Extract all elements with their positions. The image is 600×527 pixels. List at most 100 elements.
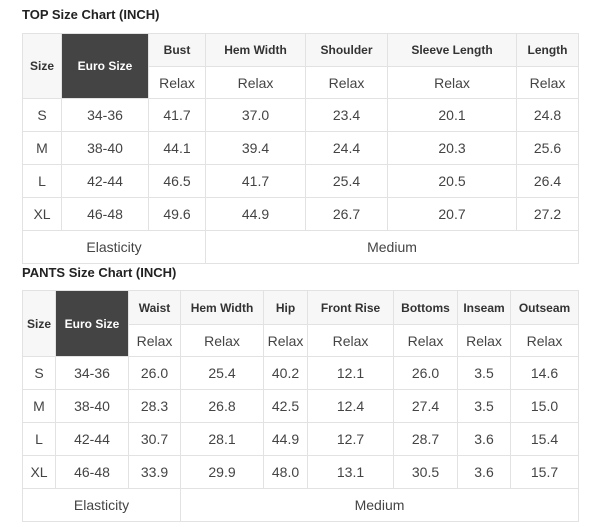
euro-size-header: Euro Size (55, 290, 129, 357)
pants-chart-title: PANTS Size Chart (INCH) (22, 265, 177, 280)
size-cell: L (22, 164, 62, 198)
measurement-cell: 25.4 (305, 164, 388, 198)
header-row: Size Euro Size Bust Hem Width Shoulder Sleeve… (22, 33, 579, 99)
euro-size-cell: 42-44 (61, 164, 149, 198)
measurement-cell: 24.8 (516, 98, 579, 132)
column-header: Outseam (510, 290, 579, 325)
measurement-cell: 25.4 (180, 356, 264, 390)
relax-subheader: Relax (457, 324, 511, 357)
elasticity-label: Elasticity (22, 230, 206, 264)
relax-subheader: Relax (305, 66, 388, 99)
measurement-cell: 3.6 (457, 422, 511, 456)
elasticity-value: Medium (180, 488, 579, 522)
measurement-cell: 23.4 (305, 98, 388, 132)
table-row: L 42-44 46.5 41.7 25.4 20.5 26.4 (22, 164, 579, 198)
relax-subheader: Relax (387, 66, 517, 99)
measurement-cell: 30.5 (393, 455, 458, 489)
relax-subheader: Relax (205, 66, 306, 99)
table-row: M 38-40 28.3 26.8 42.5 12.4 27.4 3.5 15.0 (22, 389, 579, 423)
relax-subheader: Relax (180, 324, 264, 357)
size-header: Size (22, 33, 62, 99)
measurement-cell: 12.7 (307, 422, 394, 456)
measurement-cell: 3.6 (457, 455, 511, 489)
footer-row: Elasticity Medium (22, 488, 579, 522)
measurement-cell: 26.4 (516, 164, 579, 198)
measurement-cell: 25.6 (516, 131, 579, 165)
relax-subheader: Relax (393, 324, 458, 357)
measurement-cell: 3.5 (457, 356, 511, 390)
measurement-cell: 15.0 (510, 389, 579, 423)
size-cell: S (22, 356, 56, 390)
measurement-cell: 30.7 (128, 422, 181, 456)
size-cell: M (22, 131, 62, 165)
relax-subheader: Relax (307, 324, 394, 357)
measurement-cell: 27.4 (393, 389, 458, 423)
relax-subheader: Relax (148, 66, 206, 99)
measurement-cell: 13.1 (307, 455, 394, 489)
measurement-cell: 28.1 (180, 422, 264, 456)
column-header: Sleeve Length (387, 33, 517, 67)
column-header: Inseam (457, 290, 511, 325)
measurement-cell: 44.9 (205, 197, 306, 231)
measurement-cell: 41.7 (205, 164, 306, 198)
measurement-cell: 20.3 (387, 131, 517, 165)
footer-row: Elasticity Medium (22, 230, 579, 264)
measurement-cell: 39.4 (205, 131, 306, 165)
column-header: Waist (128, 290, 181, 325)
measurement-cell: 44.1 (148, 131, 206, 165)
relax-subheader: Relax (128, 324, 181, 357)
column-header: Length (516, 33, 579, 67)
relax-subheader: Relax (516, 66, 579, 99)
elasticity-label: Elasticity (22, 488, 181, 522)
top-size-table: Size Euro Size Bust Hem Width Shoulder Sleeve… (22, 33, 579, 264)
size-cell: XL (22, 197, 62, 231)
measurement-cell: 20.7 (387, 197, 517, 231)
column-header: Bottoms (393, 290, 458, 325)
top-chart-title: TOP Size Chart (INCH) (22, 7, 160, 22)
table-row: S 34-36 26.0 25.4 40.2 12.1 26.0 3.5 14.6 (22, 356, 579, 390)
measurement-cell: 26.8 (180, 389, 264, 423)
relax-subheader: Relax (510, 324, 579, 357)
measurement-cell: 12.4 (307, 389, 394, 423)
header-row: Size Euro Size Waist Hem Width Hip Front Rise… (22, 290, 579, 357)
measurement-cell: 24.4 (305, 131, 388, 165)
size-cell: XL (22, 455, 56, 489)
column-header: Bust (148, 33, 206, 67)
size-cell: L (22, 422, 56, 456)
euro-size-cell: 46-48 (61, 197, 149, 231)
subheader-row: Relax Relax Relax Relax Relax (23, 66, 579, 99)
euro-size-cell: 46-48 (55, 455, 129, 489)
table-row: M 38-40 44.1 39.4 24.4 20.3 25.6 (22, 131, 579, 165)
euro-size-header: Euro Size (61, 33, 149, 99)
measurement-cell: 20.1 (387, 98, 517, 132)
column-header: Shoulder (305, 33, 388, 67)
measurement-cell: 33.9 (128, 455, 181, 489)
measurement-cell: 26.7 (305, 197, 388, 231)
column-header: Hem Width (205, 33, 306, 67)
elasticity-value: Medium (205, 230, 579, 264)
table-row: S 34-36 41.7 37.0 23.4 20.1 24.8 (22, 98, 579, 132)
measurement-cell: 15.4 (510, 422, 579, 456)
relax-subheader: Relax (263, 324, 308, 357)
measurement-cell: 49.6 (148, 197, 206, 231)
measurement-cell: 37.0 (205, 98, 306, 132)
table-row: XL 46-48 33.9 29.9 48.0 13.1 30.5 3.6 15.7 (22, 455, 579, 489)
measurement-cell: 29.9 (180, 455, 264, 489)
size-header: Size (22, 290, 56, 357)
pants-size-table: Size Euro Size Waist Hem Width Hip Front Rise… (22, 290, 579, 522)
measurement-cell: 42.5 (263, 389, 308, 423)
table-row: XL 46-48 49.6 44.9 26.7 20.7 27.2 (22, 197, 579, 231)
euro-size-cell: 38-40 (61, 131, 149, 165)
measurement-cell: 15.7 (510, 455, 579, 489)
measurement-cell: 28.3 (128, 389, 181, 423)
measurement-cell: 14.6 (510, 356, 579, 390)
euro-size-cell: 34-36 (61, 98, 149, 132)
measurement-cell: 20.5 (387, 164, 517, 198)
measurement-cell: 12.1 (307, 356, 394, 390)
measurement-cell: 41.7 (148, 98, 206, 132)
column-header: Hip (263, 290, 308, 325)
euro-size-cell: 42-44 (55, 422, 129, 456)
measurement-cell: 27.2 (516, 197, 579, 231)
measurement-cell: 46.5 (148, 164, 206, 198)
euro-size-cell: 38-40 (55, 389, 129, 423)
